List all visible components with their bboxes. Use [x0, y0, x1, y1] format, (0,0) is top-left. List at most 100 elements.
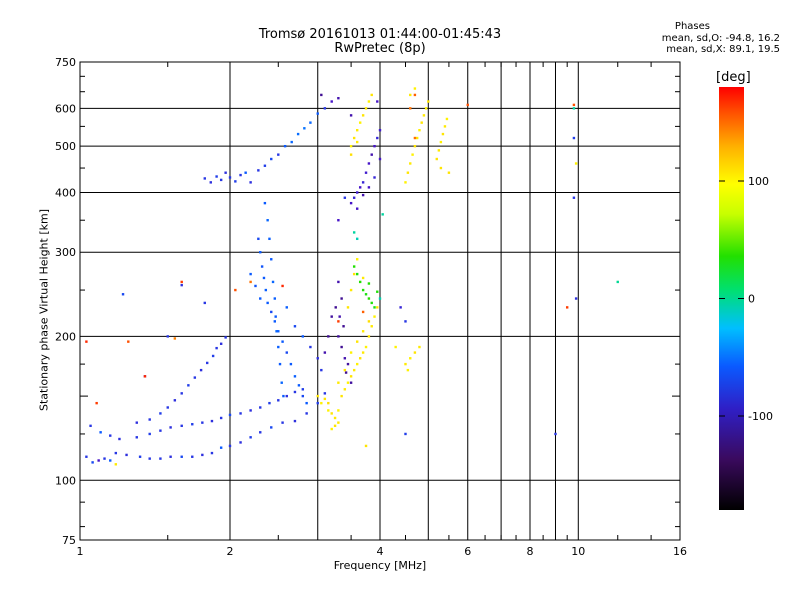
colorbar-tick-label: 0 — [748, 293, 755, 306]
data-point — [305, 412, 308, 415]
data-point — [293, 419, 297, 423]
data-point — [234, 180, 237, 183]
data-point — [281, 340, 284, 343]
plot-grid — [80, 62, 680, 540]
data-point — [333, 416, 337, 420]
data-point — [437, 149, 441, 152]
data-point — [199, 368, 203, 372]
data-point — [352, 265, 356, 268]
data-point — [135, 421, 138, 424]
data-point — [285, 351, 288, 354]
data-point — [340, 345, 343, 349]
data-point — [239, 441, 242, 444]
data-point — [565, 306, 569, 309]
y-axis-ticks: 75 100 200 300 400 500 600 750 — [55, 56, 680, 547]
data-point — [159, 457, 162, 460]
data-point — [361, 193, 365, 197]
data-point — [445, 117, 449, 121]
data-point — [370, 325, 373, 328]
data-point — [249, 409, 252, 412]
data-point — [364, 107, 368, 110]
data-point — [148, 432, 151, 436]
data-point — [443, 125, 447, 128]
data-point — [159, 429, 162, 432]
data-point — [277, 153, 280, 156]
data-point — [114, 451, 118, 455]
data-point — [191, 423, 194, 426]
data-point — [159, 412, 162, 415]
data-point — [342, 325, 345, 328]
data-point — [404, 320, 407, 323]
data-point — [370, 93, 373, 97]
data-point — [173, 399, 177, 402]
data-point — [554, 432, 557, 436]
data-point — [85, 455, 88, 458]
data-point — [574, 297, 578, 300]
data-point — [234, 288, 237, 292]
data-point — [337, 96, 340, 100]
data-point — [270, 157, 273, 161]
data-point — [364, 293, 368, 296]
data-point — [411, 153, 414, 156]
data-point — [361, 288, 365, 292]
data-point — [418, 345, 421, 349]
data-point — [303, 127, 306, 130]
data-point — [239, 173, 242, 177]
data-point — [205, 361, 209, 365]
data-point — [355, 272, 359, 276]
chart-subtitle: RwPretec (8p) — [334, 41, 426, 56]
data-points — [85, 87, 619, 466]
data-point — [349, 381, 353, 384]
data-point — [355, 191, 359, 194]
data-point — [296, 132, 300, 136]
data-point — [191, 455, 194, 458]
x-tick-label: 4 — [377, 545, 384, 558]
data-point — [138, 455, 142, 458]
data-point — [121, 293, 125, 296]
data-point — [333, 424, 337, 428]
data-point — [323, 392, 327, 395]
data-point — [349, 351, 353, 354]
data-point — [358, 280, 362, 284]
data-point — [327, 409, 330, 412]
data-point — [447, 171, 451, 174]
data-point — [270, 258, 273, 261]
data-point — [330, 100, 333, 103]
data-point — [352, 368, 356, 372]
x-tick-label: 1 — [77, 545, 84, 558]
data-point — [409, 162, 412, 165]
colorbar-label: [deg] — [716, 70, 751, 85]
data-point — [103, 457, 106, 460]
data-point — [361, 181, 365, 184]
data-point — [355, 237, 359, 241]
data-point — [215, 175, 218, 178]
data-point — [148, 418, 151, 421]
data-point — [316, 112, 319, 115]
data-point — [228, 413, 232, 417]
y-tick-label: 600 — [55, 102, 76, 115]
x-tick-label: 10 — [571, 545, 585, 558]
data-point — [439, 140, 443, 144]
data-point — [180, 392, 183, 395]
data-point — [367, 335, 371, 338]
data-point — [343, 196, 347, 199]
x-tick-label: 8 — [527, 545, 534, 558]
phases-o-stats: mean, sd,O: -94.8, 16.2 — [661, 33, 780, 44]
y-tick-label: 400 — [55, 186, 76, 199]
data-point — [293, 325, 297, 328]
data-point — [99, 431, 102, 434]
data-point — [127, 340, 130, 343]
data-point — [210, 419, 214, 423]
data-point — [343, 368, 347, 372]
data-point — [378, 157, 382, 161]
data-point — [293, 375, 297, 378]
data-point — [320, 368, 323, 372]
y-tick-label: 300 — [55, 246, 76, 259]
data-point — [95, 401, 98, 405]
y-tick-label: 750 — [55, 56, 76, 69]
data-point — [259, 297, 262, 300]
phases-x-stats: mean, sd,X: 89.1, 19.5 — [666, 44, 780, 55]
data-point — [378, 297, 382, 300]
y-tick-label: 500 — [55, 140, 76, 153]
data-point — [394, 345, 397, 349]
